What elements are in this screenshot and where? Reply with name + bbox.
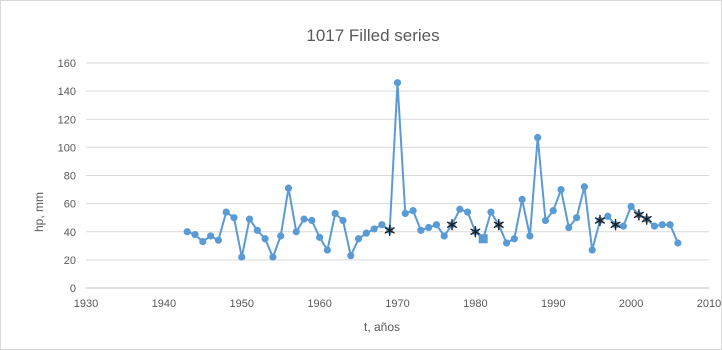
data-point: [425, 223, 433, 232]
data-point: [277, 232, 285, 240]
filled-point-square: [478, 234, 488, 244]
data-point: [300, 215, 308, 223]
data-point: [588, 246, 596, 254]
x-tick-label: 1950: [230, 298, 254, 310]
data-point: [565, 223, 573, 232]
filled-point-asterisk: [594, 214, 606, 227]
data-point: [362, 229, 370, 237]
data-point: [245, 215, 254, 223]
data-point: [191, 230, 199, 239]
x-tick-label: 1960: [307, 298, 331, 310]
filled-point-asterisk: [493, 219, 504, 231]
data-point: [230, 214, 238, 222]
x-tick-label: 1970: [385, 298, 409, 310]
marker-layer: [183, 79, 682, 261]
data-point: [214, 236, 222, 244]
data-point: [370, 225, 378, 233]
data-point: [378, 221, 386, 229]
data-point: [463, 208, 472, 216]
asterisk-stroke: [470, 228, 481, 235]
asterisk-stroke: [493, 221, 504, 228]
data-point: [650, 222, 659, 230]
data-point: [627, 202, 635, 211]
data-point: [347, 252, 355, 260]
y-axis-ticks: 0 20 40 60 80 100 120 140 160: [58, 58, 76, 295]
data-point: [557, 185, 565, 194]
asterisk-stroke: [610, 221, 621, 228]
data-point: [269, 253, 277, 261]
data-point: [580, 183, 589, 191]
filled-point-asterisk: [446, 219, 458, 231]
series-line-0: [186, 81, 679, 259]
series-layer: [186, 81, 679, 259]
data-point: [619, 222, 627, 230]
data-point: [331, 209, 339, 218]
data-point: [401, 209, 409, 218]
data-point: [510, 235, 518, 243]
data-point: [549, 207, 557, 215]
data-point: [207, 232, 215, 240]
data-point: [674, 239, 682, 247]
data-point: [417, 226, 425, 234]
chart-title: 1017 Filled series: [306, 26, 439, 45]
y-tick-label: 40: [64, 227, 76, 239]
asterisk-stroke: [594, 217, 606, 224]
data-point: [253, 226, 261, 234]
y-tick-label: 140: [58, 86, 76, 98]
filled-point-asterisk: [641, 213, 652, 225]
y-tick-label: 100: [58, 142, 76, 154]
y-tick-label: 160: [58, 58, 76, 70]
data-point: [261, 235, 269, 243]
data-point: [502, 239, 511, 247]
asterisk-stroke: [633, 211, 644, 219]
x-tick-label: 1930: [74, 298, 98, 310]
data-point: [354, 235, 363, 243]
x-tick-label: 2010: [697, 298, 721, 310]
data-point: [199, 237, 207, 246]
y-axis-label: hp, mm: [32, 192, 46, 232]
data-point: [222, 208, 230, 216]
data-point: [292, 228, 300, 236]
y-tick-label: 80: [64, 171, 76, 183]
x-tick-label: 1990: [541, 298, 565, 310]
y-tick-label: 60: [64, 199, 76, 211]
data-point: [393, 79, 402, 87]
data-point: [284, 184, 293, 192]
data-point: [604, 212, 612, 220]
asterisk-stroke: [446, 221, 458, 228]
data-point: [666, 221, 674, 229]
data-point: [518, 195, 526, 204]
data-point: [440, 232, 448, 240]
data-point: [238, 253, 246, 261]
data-point: [487, 208, 495, 216]
x-axis-ticks: 1930 1940 1950 1960 1970 1980 1990 2000 2010: [74, 298, 721, 310]
data-point: [658, 221, 666, 229]
data-point: [456, 205, 464, 213]
filled-point-asterisk: [384, 224, 395, 237]
filled-point-asterisk: [470, 226, 481, 238]
asterisk-stroke: [384, 227, 395, 234]
y-tick-label: 0: [70, 283, 76, 295]
data-point: [541, 216, 550, 225]
data-point: [432, 221, 441, 229]
data-point: [526, 232, 534, 240]
x-axis-label: t, años: [364, 320, 400, 334]
data-point: [573, 214, 581, 222]
data-point: [308, 216, 316, 225]
y-tick-label: 120: [58, 114, 76, 126]
y-tick-label: 20: [64, 255, 76, 267]
x-tick-label: 2000: [619, 298, 643, 310]
data-point: [316, 233, 324, 241]
asterisk-stroke: [641, 215, 652, 223]
filled-point-asterisk: [610, 219, 621, 231]
data-point: [534, 133, 542, 142]
x-tick-label: 1940: [152, 298, 176, 310]
data-point: [183, 228, 191, 236]
x-tick-label: 1980: [463, 298, 487, 310]
data-point: [409, 207, 417, 215]
data-point: [323, 246, 332, 254]
data-point: [339, 216, 347, 225]
